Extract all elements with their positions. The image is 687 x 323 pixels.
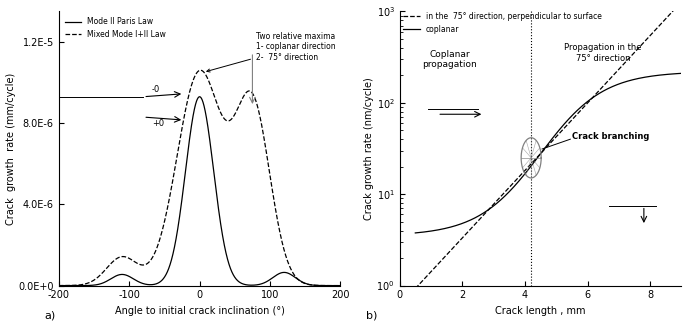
Mixed Mode I+II Law xyxy=(104,265,112,269)
Mode II Paris Law xyxy=(87,283,95,287)
Text: +0: +0 xyxy=(152,119,164,128)
Mixed Mode I+II Law xyxy=(174,143,183,147)
Line: Mode II Paris Law: Mode II Paris Law xyxy=(58,97,341,286)
Mode II Paris Law xyxy=(104,279,112,283)
Text: b): b) xyxy=(366,310,377,320)
Mode II Paris Law xyxy=(195,95,203,99)
Legend: in the  75° direction, perpendicular to surface, coplanar: in the 75° direction, perpendicular to s… xyxy=(400,9,605,36)
X-axis label: Angle to initial crack inclination (°): Angle to initial crack inclination (°) xyxy=(115,306,284,316)
Mode II Paris Law xyxy=(337,284,345,287)
Mixed Mode I+II Law xyxy=(163,209,171,213)
Text: -0: -0 xyxy=(152,85,160,94)
Legend: Mode II Paris Law, Mixed Mode I+II Law: Mode II Paris Law, Mixed Mode I+II Law xyxy=(62,14,170,42)
Mode II Paris Law xyxy=(174,219,183,223)
Mode II Paris Law xyxy=(300,281,308,285)
Mixed Mode I+II Law xyxy=(331,284,339,287)
Text: a): a) xyxy=(45,310,56,320)
Mixed Mode I+II Law xyxy=(87,280,95,284)
Mixed Mode I+II Law xyxy=(337,284,345,287)
X-axis label: Crack length , mm: Crack length , mm xyxy=(495,306,586,316)
Line: Mixed Mode I+II Law: Mixed Mode I+II Law xyxy=(58,70,341,286)
Y-axis label: Crack growth rate (nm/cycle): Crack growth rate (nm/cycle) xyxy=(363,77,374,220)
Y-axis label: Crack  growth  rate (mm/cycle): Crack growth rate (mm/cycle) xyxy=(5,72,16,225)
Text: Propagation in the
75° direction: Propagation in the 75° direction xyxy=(565,43,642,63)
Mixed Mode I+II Law xyxy=(196,68,205,72)
Mixed Mode I+II Law xyxy=(300,281,308,285)
Text: Coplanar
propagation: Coplanar propagation xyxy=(423,49,477,69)
Text: Crack branching: Crack branching xyxy=(572,132,649,141)
Mixed Mode I+II Law xyxy=(54,284,63,287)
Mode II Paris Law xyxy=(331,284,339,287)
Mode II Paris Law xyxy=(54,284,63,287)
Mode II Paris Law xyxy=(163,271,171,275)
Text: Two relative maxima
1- coplanar direction
2-  75° direction: Two relative maxima 1- coplanar directio… xyxy=(207,32,335,72)
